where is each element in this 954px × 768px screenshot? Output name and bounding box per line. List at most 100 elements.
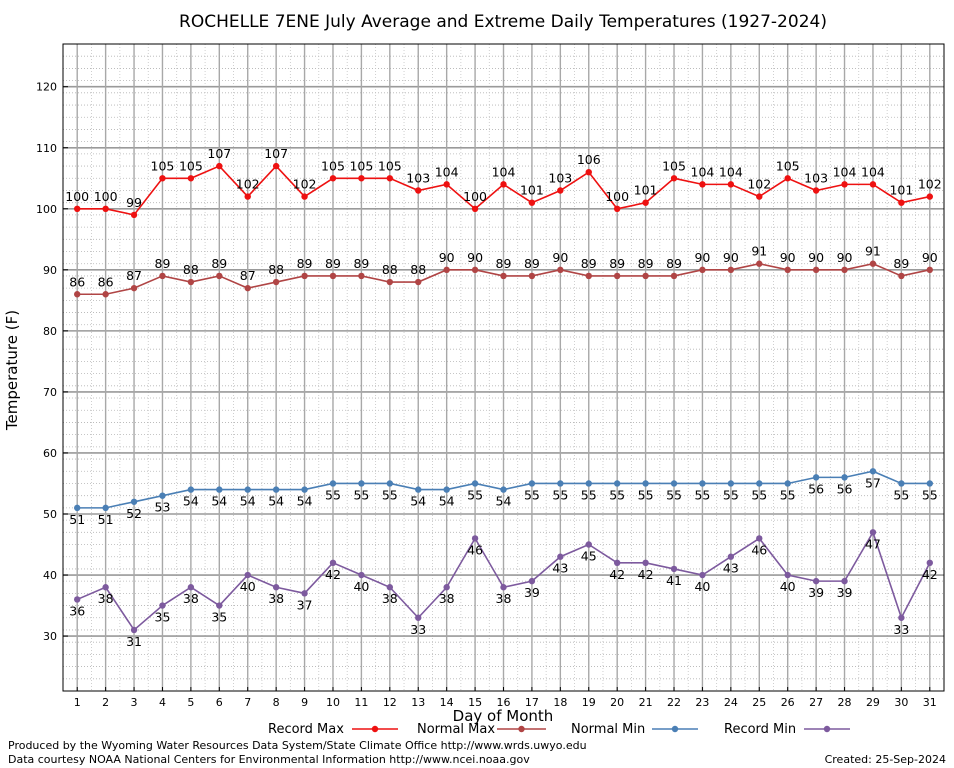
normal-max-data-label: 90 (694, 250, 710, 265)
normal-min-point (272, 486, 280, 493)
record-min-data-label: 38 (439, 591, 455, 606)
normal-min-point (358, 480, 365, 487)
record-min-point (159, 602, 166, 609)
record-max-data-label: 105 (349, 158, 373, 173)
record-min-point (670, 565, 678, 573)
record-max-point (926, 193, 933, 200)
record-min-point (869, 529, 877, 536)
x-tick-label: 10 (326, 696, 340, 709)
normal-min-point (756, 480, 763, 487)
x-tick-label: 14 (440, 696, 454, 709)
normal-max-data-label: 88 (382, 262, 398, 277)
record-max-data-label: 105 (179, 158, 203, 173)
record-min-point (613, 559, 621, 567)
record-max-point (272, 162, 280, 170)
record-max-point (358, 175, 365, 182)
normal-max-point (74, 291, 81, 298)
x-tick-label: 30 (894, 696, 908, 709)
record-min-point (102, 584, 109, 591)
record-max-data-label: 100 (94, 189, 118, 204)
record-min-point (926, 559, 933, 567)
normal-min-point (613, 480, 621, 487)
record-min-point (415, 614, 422, 621)
normal-max-point (415, 278, 422, 286)
record-min-data-label: 31 (126, 634, 142, 649)
record-max-point (386, 175, 394, 182)
normal-min-data-label: 56 (808, 481, 824, 496)
record-max-point (670, 175, 678, 182)
normal-max-point (159, 272, 166, 280)
normal-min-point (244, 486, 251, 493)
x-tick-label: 1 (74, 696, 81, 709)
record-min-data-label: 35 (211, 610, 227, 625)
normal-min-data-label: 55 (893, 487, 909, 502)
record-max-point (415, 187, 422, 194)
record-max-point (812, 187, 820, 194)
record-min-data-label: 40 (353, 579, 369, 594)
normal-max-data-label: 86 (98, 274, 114, 289)
record-max-data-label: 107 (264, 146, 288, 161)
y-axis-label: Temperature (F) (3, 310, 21, 431)
x-axis-label: Day of Month (453, 707, 554, 725)
record-min-data-label: 38 (183, 591, 199, 606)
normal-min-point (102, 504, 109, 512)
record-max-data-label: 104 (861, 164, 885, 179)
record-max-data-label: 105 (662, 158, 686, 173)
record-min-data-label: 43 (723, 561, 739, 576)
x-tick-label: 26 (781, 696, 795, 709)
normal-min-data-label: 55 (524, 487, 540, 502)
record-min-data-label: 39 (808, 585, 824, 600)
record-max-data-label: 105 (321, 158, 345, 173)
normal-max-data-label: 89 (496, 256, 512, 271)
normal-max-point (613, 272, 621, 280)
record-max-data-label: 104 (833, 164, 857, 179)
normal-min-point (727, 480, 735, 487)
x-tick-label: 23 (695, 696, 709, 709)
normal-max-data-label: 88 (183, 262, 199, 277)
normal-min-point (557, 480, 564, 487)
legend-label-normal-max: Normal Max (417, 722, 495, 737)
record-min-data-label: 47 (865, 536, 881, 551)
record-min-data-label: 33 (410, 622, 426, 637)
record-max-data-label: 107 (207, 146, 231, 161)
normal-min-point (642, 480, 649, 487)
normal-max-data-label: 89 (325, 256, 341, 271)
x-tick-label: 16 (497, 696, 511, 709)
normal-min-data-label: 54 (183, 494, 199, 509)
record-min-point (727, 553, 735, 560)
record-max-data-label: 101 (889, 183, 913, 198)
x-tick-label: 8 (273, 696, 280, 709)
normal-min-point (386, 480, 394, 487)
normal-max-point (500, 272, 507, 280)
record-max-data-label: 103 (548, 170, 572, 185)
normal-max-data-label: 90 (467, 250, 483, 265)
x-tick-label: 2 (102, 696, 109, 709)
normal-min-point (187, 486, 195, 493)
normal-min-point (415, 486, 422, 493)
record-min-point (528, 577, 536, 585)
normal-max-data-label: 88 (410, 262, 426, 277)
record-max-data-label: 102 (293, 177, 317, 192)
normal-max-point (244, 284, 251, 292)
record-min-point (216, 602, 223, 609)
normal-max-point (187, 278, 195, 286)
record-max-point (585, 168, 592, 176)
record-max-point (102, 205, 109, 213)
normal-max-data-label: 89 (638, 256, 654, 271)
normal-min-point (159, 492, 166, 499)
x-tick-label: 29 (866, 696, 880, 709)
record-min-point (841, 577, 848, 585)
record-max-data-label: 100 (65, 189, 89, 204)
normal-max-data-label: 89 (609, 256, 625, 271)
normal-max-point (130, 284, 138, 292)
y-tick-label: 80 (43, 325, 57, 338)
legend-label-record-max: Record Max (268, 722, 344, 737)
record-min-data-label: 35 (155, 610, 171, 625)
normal-max-point (386, 278, 394, 286)
normal-min-data-label: 54 (268, 494, 284, 509)
normal-max-data-label: 89 (211, 256, 227, 271)
record-max-data-label: 104 (719, 164, 743, 179)
record-max-data-label: 100 (605, 189, 629, 204)
record-max-point (216, 162, 223, 170)
normal-max-data-label: 89 (155, 256, 171, 271)
